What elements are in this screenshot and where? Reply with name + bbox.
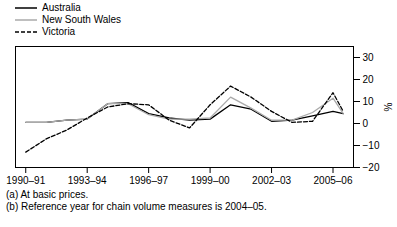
svg-text:1993–94: 1993–94 xyxy=(68,175,107,186)
html-text:Victoria: Victoria xyxy=(42,26,76,37)
html-text:(b) Reference year for chain v: (b) Reference year for chain volume meas… xyxy=(6,201,267,212)
svg-text:1999–00: 1999–00 xyxy=(191,175,230,186)
svg-text:1990–91: 1990–91 xyxy=(6,175,45,186)
html-text:Australia: Australia xyxy=(42,2,81,13)
svg-text:%: % xyxy=(383,102,394,111)
html-text:(a) At basic prices.: (a) At basic prices. xyxy=(6,189,89,200)
svg-text:1996–97: 1996–97 xyxy=(129,175,168,186)
svg-text:−10: −10 xyxy=(363,140,380,151)
svg-text:−20: −20 xyxy=(363,162,380,173)
html-text:New South Wales: New South Wales xyxy=(42,14,122,25)
svg-text:30: 30 xyxy=(363,52,375,63)
svg-text:2002–03: 2002–03 xyxy=(252,175,291,186)
svg-text:10: 10 xyxy=(363,96,375,107)
svg-text:2005–06: 2005–06 xyxy=(314,175,353,186)
svg-text:20: 20 xyxy=(363,74,375,85)
svg-text:0: 0 xyxy=(363,118,369,129)
